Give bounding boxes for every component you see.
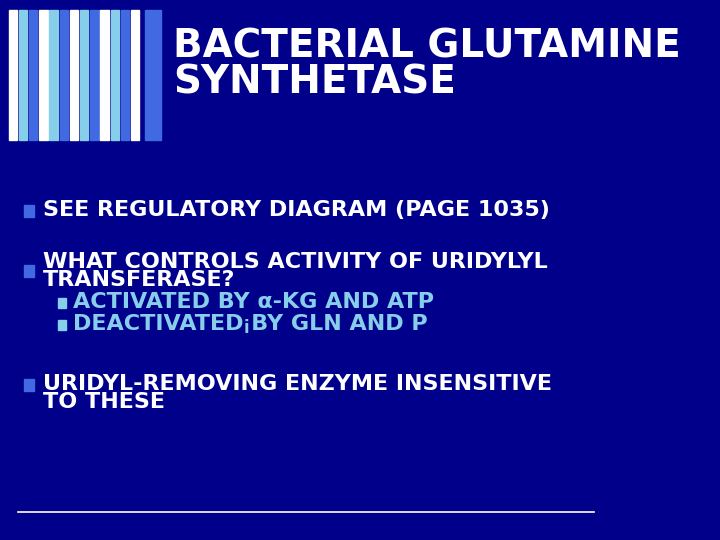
- Text: SYNTHETASE: SYNTHETASE: [174, 64, 456, 102]
- Text: BACTERIAL GLUTAMINE: BACTERIAL GLUTAMINE: [174, 28, 681, 66]
- Text: TO THESE: TO THESE: [42, 392, 164, 412]
- Text: ACTIVATED BY α-KG AND ATP: ACTIVATED BY α-KG AND ATP: [73, 292, 434, 312]
- Bar: [58, 320, 66, 330]
- Bar: [131, 10, 140, 140]
- Bar: [29, 10, 37, 140]
- Text: i: i: [243, 319, 249, 337]
- Bar: [58, 298, 66, 308]
- Bar: [111, 10, 119, 140]
- Bar: [90, 10, 99, 140]
- Text: DEACTIVATED BY GLN AND P: DEACTIVATED BY GLN AND P: [73, 314, 428, 334]
- Bar: [39, 10, 48, 140]
- Text: URIDYL-REMOVING ENZYME INSENSITIVE: URIDYL-REMOVING ENZYME INSENSITIVE: [42, 374, 552, 394]
- Text: SEE REGULATORY DIAGRAM (PAGE 1035): SEE REGULATORY DIAGRAM (PAGE 1035): [42, 200, 549, 220]
- Bar: [80, 10, 89, 140]
- Bar: [60, 10, 68, 140]
- Bar: [121, 10, 129, 140]
- Text: WHAT CONTROLS ACTIVITY OF URIDYLYL: WHAT CONTROLS ACTIVITY OF URIDYLYL: [42, 252, 547, 272]
- Bar: [24, 265, 34, 277]
- Text: TRANSFERASE?: TRANSFERASE?: [42, 270, 235, 290]
- Bar: [49, 10, 58, 140]
- Bar: [100, 10, 109, 140]
- Bar: [145, 10, 161, 140]
- Bar: [9, 10, 17, 140]
- Bar: [24, 205, 34, 217]
- Bar: [24, 379, 34, 391]
- Bar: [70, 10, 78, 140]
- Bar: [19, 10, 27, 140]
